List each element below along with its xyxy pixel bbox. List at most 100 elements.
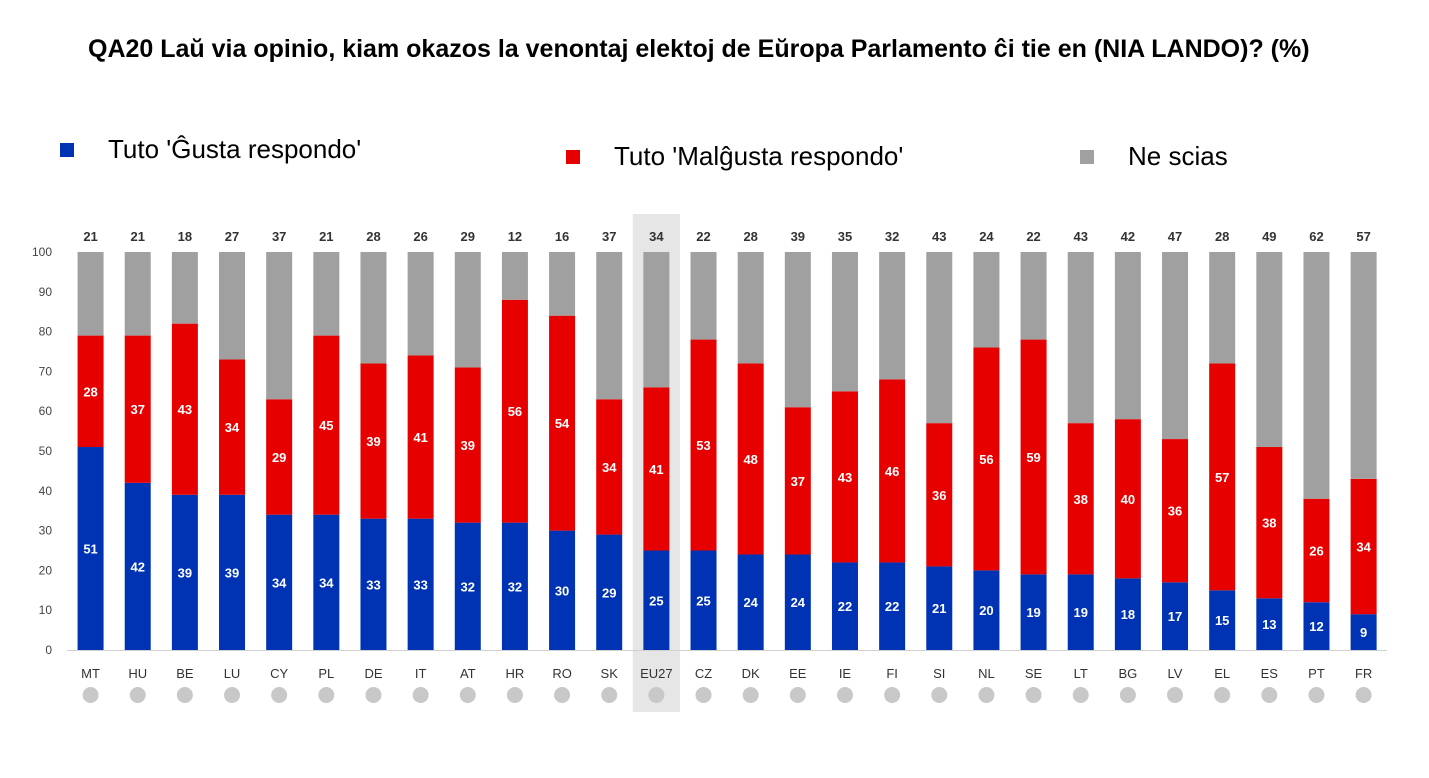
bar-segment-dont-know: [1020, 252, 1047, 340]
country-flag-icon: [176, 687, 193, 703]
y-tick-label: 90: [39, 285, 53, 299]
country-flag-icon: [129, 687, 146, 703]
bar-segment-correct: [596, 534, 623, 650]
data-label-dont-know: 21: [130, 229, 144, 244]
bar-segment-incorrect: [737, 363, 764, 555]
data-label-correct: 24: [791, 595, 806, 610]
bar-segment-incorrect: [549, 315, 576, 531]
data-label-incorrect: 36: [932, 488, 946, 503]
x-tick-label: SE: [1025, 666, 1043, 681]
bar-segment-incorrect: [643, 387, 670, 551]
data-label-incorrect: 37: [130, 402, 144, 417]
data-label-incorrect: 26: [1309, 544, 1323, 559]
data-label-correct: 25: [649, 593, 663, 608]
bar-segment-dont-know: [737, 252, 764, 364]
data-label-dont-know: 24: [979, 229, 994, 244]
data-label-incorrect: 36: [1168, 504, 1182, 519]
bar-segment-dont-know: [266, 252, 293, 400]
bar-segment-incorrect: [926, 423, 953, 567]
data-label-incorrect: 48: [743, 452, 757, 467]
x-tick-label: MT: [81, 666, 100, 681]
bar-segment-incorrect: [313, 335, 340, 515]
data-label-correct: 22: [885, 599, 899, 614]
x-tick-label: RO: [552, 666, 572, 681]
legend-swatch-incorrect: [566, 149, 580, 164]
data-label-incorrect: 46: [885, 464, 899, 479]
bar-segment-dont-know: [454, 252, 481, 368]
country-flag-icon: [459, 687, 476, 703]
data-label-correct: 20: [979, 603, 993, 618]
x-tick-label: BE: [176, 666, 194, 681]
bar-segment-dont-know: [1114, 252, 1141, 420]
data-label-dont-know: 35: [838, 229, 852, 244]
x-tick-label: DE: [364, 666, 382, 681]
data-label-incorrect: 34: [1356, 540, 1371, 555]
country-flag-icon: [224, 687, 241, 703]
x-tick-label: LV: [1168, 666, 1183, 681]
country-flag-icon: [884, 687, 901, 703]
x-tick-label: NL: [978, 666, 995, 681]
y-tick-label: 60: [39, 404, 53, 418]
bar-segment-dont-know: [77, 252, 104, 336]
x-tick-label: EU27: [640, 666, 673, 681]
data-label-dont-know: 21: [319, 229, 333, 244]
bar-segment-incorrect: [454, 367, 481, 523]
bar-segment-correct: [1162, 582, 1189, 650]
country-flag-icon: [365, 687, 382, 703]
bar-segment-incorrect: [1020, 339, 1047, 575]
bar-segment-incorrect: [879, 379, 906, 563]
bar-segment-dont-know: [1303, 252, 1330, 499]
y-tick-label: 10: [39, 603, 53, 617]
data-label-dont-know: 43: [932, 229, 946, 244]
bar-segment-incorrect: [1067, 423, 1094, 575]
data-label-correct: 30: [555, 583, 569, 598]
country-flag-icon: [978, 687, 995, 703]
bar-segment-dont-know: [1209, 252, 1236, 364]
country-flag-icon: [82, 687, 99, 703]
data-label-correct: 39: [178, 565, 192, 580]
data-label-dont-know: 37: [602, 229, 616, 244]
bar-segment-correct: [1350, 614, 1377, 650]
bar-segment-incorrect: [124, 335, 151, 483]
bar-segment-dont-know: [690, 252, 717, 340]
data-label-correct: 24: [743, 595, 758, 610]
data-label-incorrect: 41: [413, 430, 427, 445]
x-tick-label: PL: [318, 666, 334, 681]
bar-segment-incorrect: [219, 359, 246, 495]
x-tick-label: SK: [601, 666, 619, 681]
country-flag-icon: [1119, 687, 1136, 703]
bar-segment-dont-know: [1256, 252, 1283, 448]
x-tick-label: EL: [1214, 666, 1230, 681]
bar-segment-correct: [831, 562, 858, 650]
bar-segment-dont-know: [124, 252, 151, 336]
x-tick-label: EE: [789, 666, 807, 681]
data-label-correct: 21: [932, 601, 946, 616]
data-label-dont-know: 43: [1073, 229, 1087, 244]
data-label-correct: 13: [1262, 617, 1276, 632]
country-flag-icon: [1355, 687, 1372, 703]
bar-segment-dont-know: [360, 252, 387, 364]
bar-segment-incorrect: [501, 299, 528, 523]
x-tick-label: PT: [1308, 666, 1325, 681]
data-label-correct: 25: [696, 593, 710, 608]
data-label-dont-know: 22: [696, 229, 710, 244]
country-flag-icon: [506, 687, 523, 703]
x-tick-label: IE: [839, 666, 852, 681]
legend-item-correct: Tuto 'Ĝusta respondo': [60, 134, 361, 165]
data-label-incorrect: 45: [319, 418, 333, 433]
y-tick-label: 100: [32, 245, 52, 259]
data-label-correct: 33: [413, 577, 427, 592]
bar-segment-correct: [1303, 602, 1330, 650]
bar-segment-incorrect: [1162, 439, 1189, 583]
data-label-incorrect: 54: [555, 416, 570, 431]
bar-segment-correct: [219, 494, 246, 650]
bar-segment-dont-know: [219, 252, 246, 360]
legend-item-dont-know: Ne scias: [1080, 141, 1228, 172]
data-label-correct: 9: [1360, 625, 1367, 640]
bar-segment-incorrect: [784, 407, 811, 555]
bar-segment-dont-know: [926, 252, 953, 424]
bar-segment-incorrect: [77, 335, 104, 448]
data-label-incorrect: 34: [225, 420, 240, 435]
bar-segment-dont-know: [1350, 252, 1377, 479]
data-label-incorrect: 37: [791, 474, 805, 489]
